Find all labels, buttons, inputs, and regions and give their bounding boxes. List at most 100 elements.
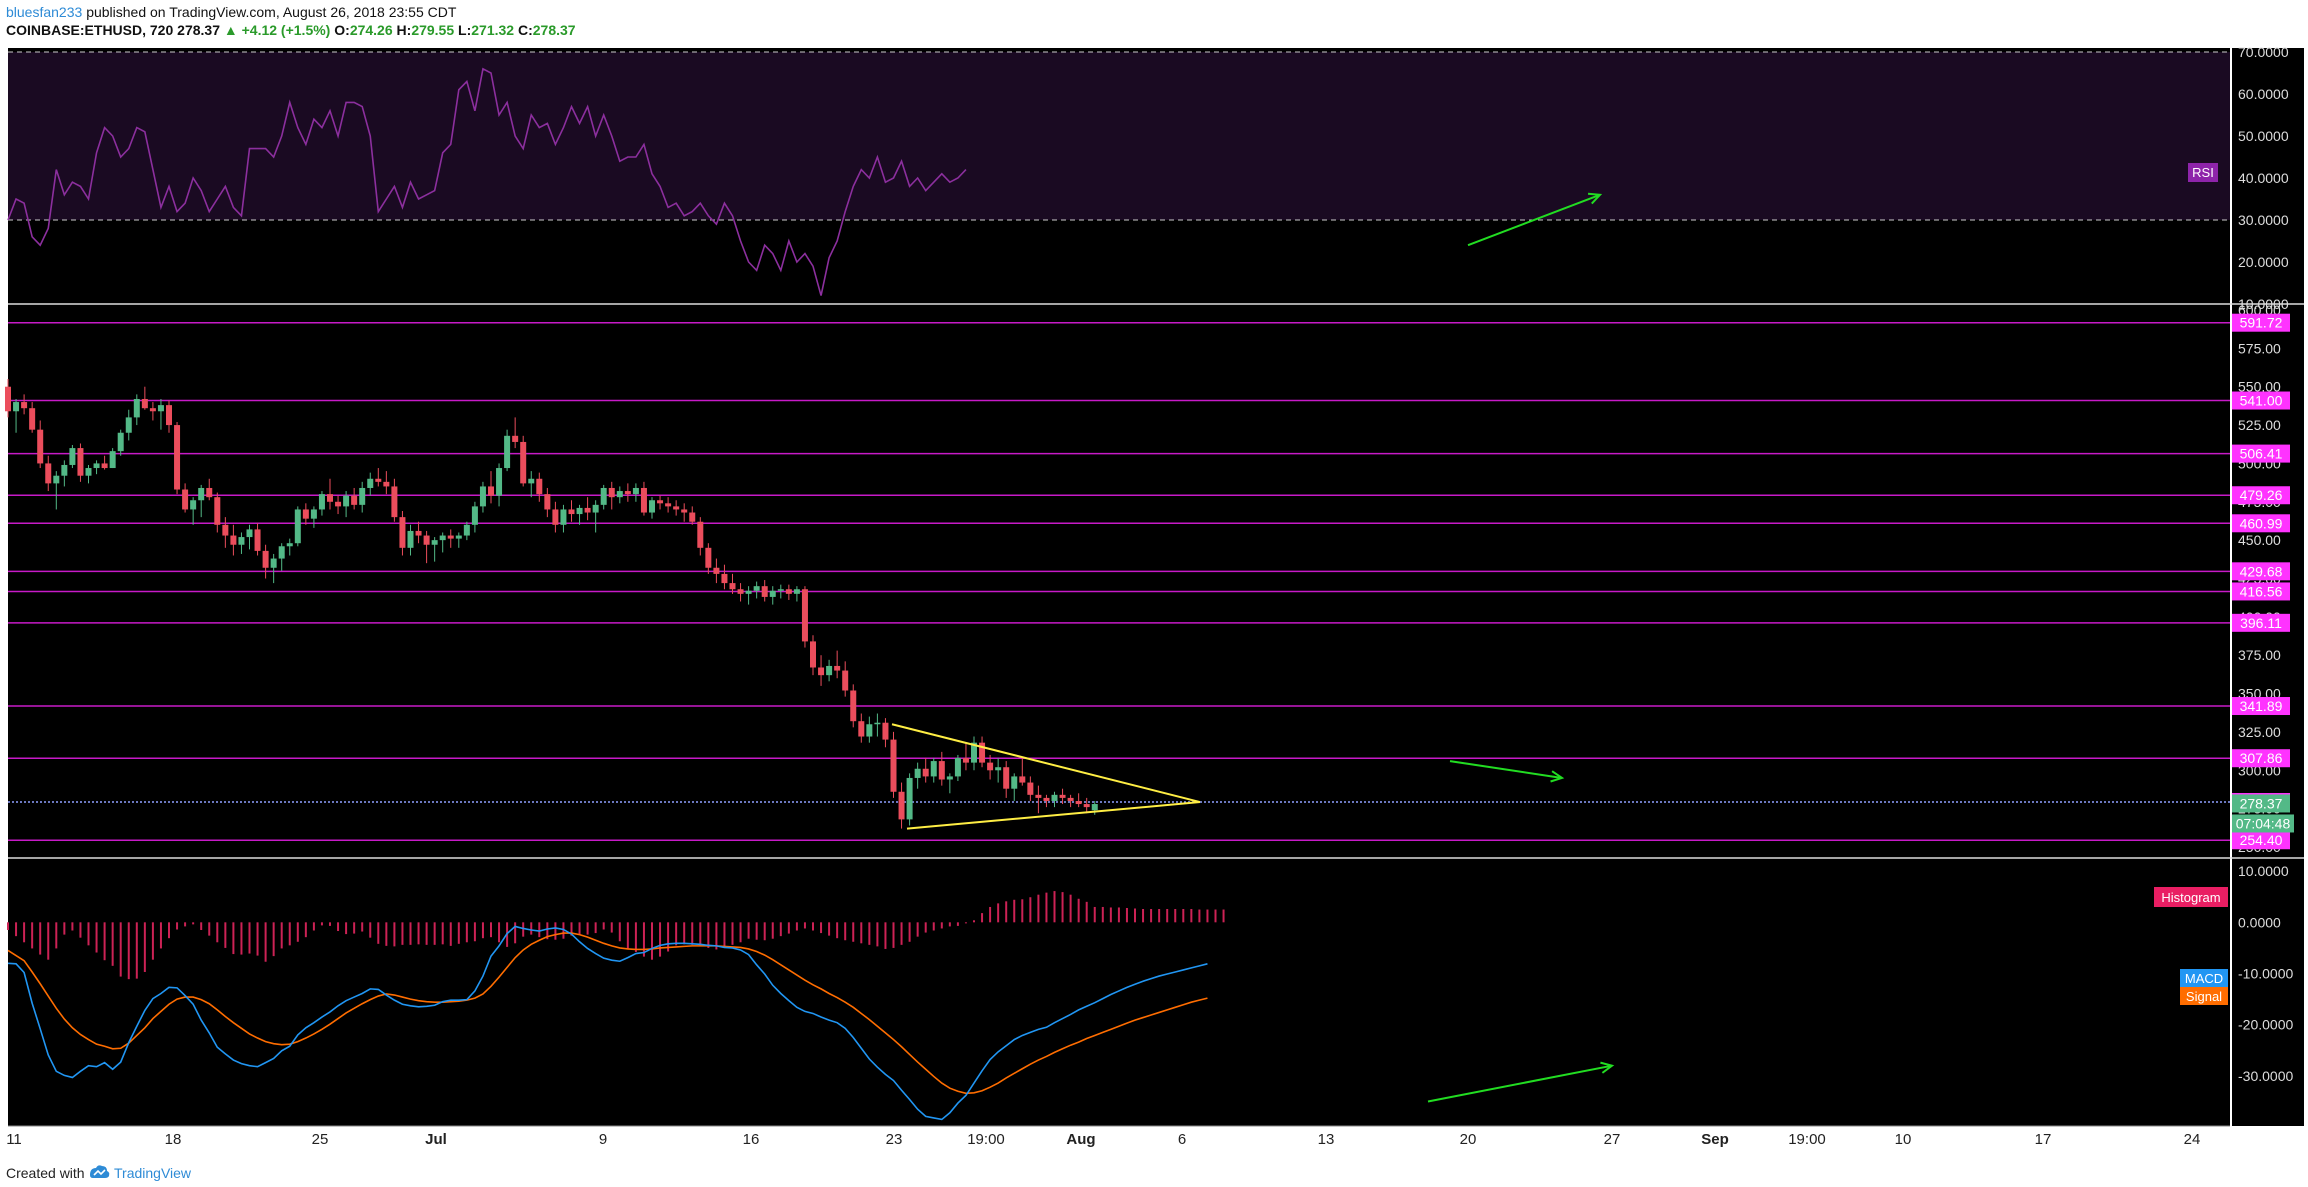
price-level-badge: [2232, 562, 2290, 581]
candle: [866, 716, 873, 743]
macd-label: MACD: [2185, 971, 2223, 986]
candle: [745, 586, 752, 605]
candle: [61, 460, 68, 487]
footer: Created with TradingView: [0, 1157, 2308, 1187]
candle: [431, 537, 438, 562]
candles: [5, 379, 1098, 829]
time-axis-label: 24: [2184, 1131, 2201, 1148]
rsi-label-badge: [2188, 163, 2218, 182]
candle: [995, 758, 1002, 783]
candle: [552, 501, 559, 533]
candle: [930, 758, 937, 783]
last-price: 278.37: [177, 22, 220, 38]
candle: [938, 751, 945, 786]
countdown-label: 07:04:48: [2236, 815, 2291, 831]
price-level-label: 479.26: [2240, 487, 2283, 503]
candle: [777, 584, 784, 599]
candle: [238, 532, 245, 554]
candle: [882, 718, 889, 748]
rsi-axis-tick: 20.0000: [2238, 254, 2289, 270]
candle: [278, 543, 285, 571]
candle: [737, 583, 744, 602]
candle: [343, 491, 350, 518]
time-axis-label: 27: [1604, 1131, 1621, 1148]
symbol-line: COINBASE:ETHUSD, 720 278.37 ▲ +4.12 (+1.…: [6, 22, 576, 38]
candle: [971, 736, 977, 771]
time-axis-label: 17: [2035, 1131, 2052, 1148]
time-axis-label: 11: [6, 1131, 22, 1148]
high-label: H:: [396, 22, 412, 38]
price-level-label: 591.72: [2240, 315, 2283, 331]
tradingview-link[interactable]: TradingView: [114, 1165, 192, 1181]
open-label: O:: [334, 22, 350, 38]
rsi-line: [7, 67, 967, 296]
price-level-label: 460.99: [2240, 515, 2283, 531]
candle: [77, 443, 84, 482]
candle: [399, 510, 406, 556]
candle: [310, 506, 317, 528]
price-trend-arrow: [1449, 760, 1565, 783]
price-level-label: 307.86: [2240, 750, 2283, 766]
open-value: 274.26: [349, 22, 393, 38]
candle: [592, 500, 599, 533]
candle: [576, 504, 583, 525]
time-axis-label: 10: [1895, 1131, 1912, 1148]
candle: [262, 544, 269, 579]
candle: [713, 558, 720, 584]
candle: [753, 581, 760, 599]
candle: [528, 471, 535, 498]
candle: [962, 742, 969, 771]
candle: [922, 758, 929, 783]
price-level-badge: [2232, 514, 2290, 533]
macd-histogram: [7, 891, 1225, 980]
price-axis-tick: 450.00: [2238, 532, 2281, 548]
candle: [270, 553, 277, 584]
candle: [375, 468, 382, 487]
candle: [37, 420, 44, 469]
candle: [729, 573, 736, 594]
candle: [13, 398, 20, 433]
time-axis-label: Jul: [425, 1131, 447, 1148]
candle: [1059, 788, 1066, 805]
candle: [987, 754, 994, 780]
time-axis-label: 6: [1178, 1131, 1186, 1148]
candle: [632, 483, 639, 502]
candle: [1083, 797, 1090, 814]
candle: [512, 417, 519, 449]
rsi-band: [8, 52, 2230, 220]
time-axis-label: 23: [886, 1131, 903, 1148]
candle: [117, 429, 124, 456]
author-link[interactable]: bluesfan233: [6, 4, 83, 20]
created-with-text: Created with: [6, 1165, 85, 1181]
candle: [423, 530, 430, 564]
candle: [793, 586, 800, 602]
candle: [801, 586, 808, 648]
chart-header: bluesfan233 published on TradingView.com…: [0, 0, 2308, 42]
candle: [198, 484, 205, 518]
time-axis-label: 13: [1318, 1131, 1335, 1148]
price-level-label: 429.68: [2240, 563, 2283, 579]
price-axis-tick: 325.00: [2238, 724, 2281, 740]
price-change: ▲ +4.12 (+1.5%): [223, 22, 331, 38]
candle: [640, 481, 647, 516]
price-level-badge: [2232, 613, 2290, 632]
tradingview-logo-icon[interactable]: [88, 1163, 110, 1181]
candle: [496, 463, 503, 507]
candle: [133, 394, 140, 426]
symbol-name: COINBASE:ETHUSD, 720: [6, 22, 174, 38]
candle: [302, 503, 309, 525]
candle: [785, 584, 792, 600]
publish-line: bluesfan233 published on TradingView.com…: [6, 4, 456, 20]
candle: [471, 501, 478, 533]
rsi-axis-tick: 70.0000: [2238, 44, 2289, 60]
candle: [568, 500, 575, 522]
candle: [230, 524, 237, 556]
candle: [600, 484, 607, 510]
candle: [359, 481, 366, 513]
current-price-label: 278.37: [2240, 795, 2283, 811]
time-axis-label: 20: [1460, 1131, 1477, 1148]
low-value: 271.32: [471, 22, 515, 38]
candle: [520, 435, 527, 487]
chart-area[interactable]: 70.000060.000050.000040.000030.000020.00…: [0, 42, 2308, 1157]
candle: [222, 517, 229, 548]
